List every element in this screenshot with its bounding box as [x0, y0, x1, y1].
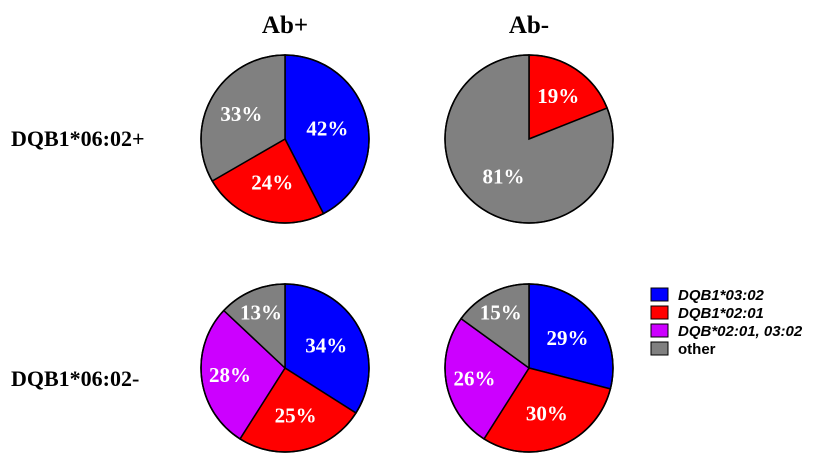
- pie-dqb1-0602-neg-ab-pos: 34% 25% 28% 13%: [200, 283, 370, 453]
- legend-swatch-dqb-0201-0302: [650, 323, 669, 338]
- pie-dqb1-0602-pos-ab-neg: 19% 81%: [444, 54, 614, 224]
- legend-swatch-other: [650, 341, 669, 356]
- pie-slice-label-dqb1-02-01: 24%: [251, 171, 293, 195]
- pie-slice-label-other: 13%: [240, 301, 282, 325]
- pie-slice-label-dqb1-02-01: 25%: [275, 404, 317, 428]
- legend-label-dqb-0201-0302: DQB*02:01, 03:02: [678, 323, 803, 340]
- legend-label-dqb1-0302: DQB1*03:02: [678, 287, 765, 304]
- legend-swatch-dqb1-0302: [650, 287, 669, 302]
- pie-outline: [444, 54, 614, 224]
- pie-dqb1-0602-pos-ab-pos: 42% 24% 33%: [200, 54, 370, 224]
- legend-swatch-dqb1-0201: [650, 305, 669, 320]
- pie-slice-label-dqb1-03-02: 29%: [547, 326, 589, 350]
- pie-slice-label-dqb-02-01-03-02: 26%: [454, 366, 496, 390]
- legend-label-dqb1-0201: DQB1*02:01: [678, 305, 764, 322]
- column-header-ab-neg: Ab-: [509, 12, 549, 39]
- pie-slice-label-dqb1-03-02: 34%: [305, 333, 347, 357]
- pie-slice-label-dqb1-02-01: 30%: [526, 401, 568, 425]
- pie-slice-label-other: 81%: [483, 165, 525, 189]
- pie-slice-label-dqb1-03-02: 42%: [306, 117, 348, 141]
- pie-slice-label-dqb-02-01-03-02: 28%: [209, 363, 251, 387]
- pie-slice-label-other: 33%: [220, 102, 262, 126]
- legend: DQB1*03:02 DQB1*02:01 DQB*02:01, 03:02 o…: [650, 287, 803, 358]
- column-header-ab-pos: Ab+: [262, 12, 308, 39]
- legend-label-other: other: [678, 341, 716, 358]
- pie-outline: [200, 54, 370, 224]
- pie-dqb1-0602-neg-ab-neg: 29% 30% 26% 15%: [444, 283, 614, 453]
- row-label-dqb1-0602-neg: DQB1*06:02-: [11, 366, 139, 391]
- pie-slice-label-dqb1-02-01: 19%: [537, 84, 579, 108]
- pie-outline: [200, 283, 370, 453]
- pie-outline: [444, 283, 614, 453]
- pie-slice-label-other: 15%: [480, 301, 522, 325]
- row-label-dqb1-0602-pos: DQB1*06:02+: [11, 126, 145, 151]
